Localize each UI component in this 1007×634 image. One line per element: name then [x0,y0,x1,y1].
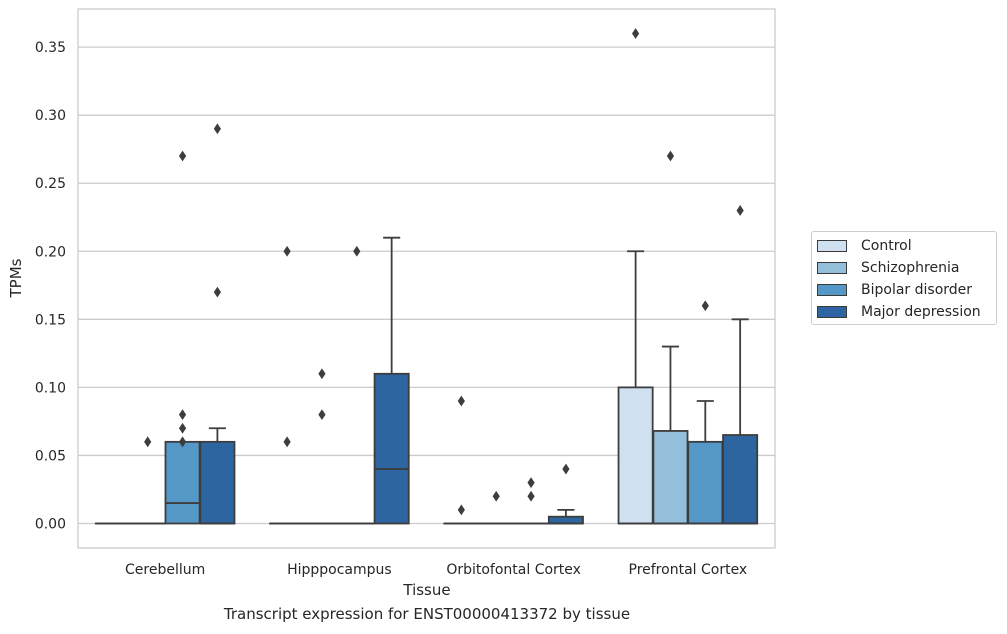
legend-label-bipolar-disorder: Bipolar disorder [861,282,973,298]
x-tick-label-cerebellum: Cerebellum [125,562,205,578]
x-tick-label-prefrontal-cortex: Prefrontal Cortex [629,562,748,578]
box-hipppocampus-bipolar-disorder-outlier-0 [353,245,361,257]
box-hipppocampus-schizophrenia-outlier-0 [318,409,326,421]
box-orbitofontal-cortex-bipolar-disorder-outlier-1 [527,477,535,489]
y-tick-label-7: 0.35 [35,40,66,56]
box-prefrontal-cortex-major-depression-outlier-0 [736,205,744,216]
box-orbitofontal-cortex-major-depression-outlier-0 [562,463,570,475]
legend-item-control: Control [817,236,912,256]
box-prefrontal-cortex-control [617,386,654,525]
box-prefrontal-cortex-control-outlier-0 [632,28,640,39]
box-orbitofontal-cortex-major-depression [547,515,584,525]
box-cerebellum-bipolar-disorder-outlier-1 [178,422,187,434]
y-tick-label-5: 0.25 [35,176,66,192]
box-prefrontal-cortex-major-depression [722,434,759,525]
plot-area-frame [77,8,776,549]
box-hipppocampus-schizophrenia-outlier-1 [318,368,326,380]
box-cerebellum-major-depression [199,440,236,525]
legend-label-schizophrenia: Schizophrenia [861,260,960,276]
y-tick-label-1: 0.05 [35,448,66,464]
legend-label-control: Control [861,238,912,254]
y-tick-label-0: 0.00 [35,517,66,533]
box-prefrontal-cortex-bipolar-disorder-outlier-0 [701,300,709,312]
y-tick-label-2: 0.10 [35,380,66,396]
x-tick-label-hipppocampus: Hipppocampus [287,562,392,578]
y-tick-label-6: 0.30 [35,108,66,124]
legend-swatch-schizophrenia [817,262,847,274]
legend: Control Schizophrenia Bipolar disorder M… [811,231,997,325]
legend-swatch-major-depression [817,306,847,318]
y-axis-label: TPMs [7,258,25,298]
boxes-layer [94,28,759,525]
x-tick-label-orbitofontal-cortex: Orbitofontal Cortex [446,562,581,578]
legend-item-bipolar-disorder: Bipolar disorder [817,280,972,300]
box-cerebellum-schizophrenia-outlier-0 [144,436,152,448]
box-orbitofontal-cortex-control-outlier-1 [457,395,465,407]
y-tick-label-4: 0.20 [35,244,66,260]
box-orbitofontal-cortex-bipolar-disorder-outlier-0 [527,490,535,502]
legend-item-major-depression: Major depression [817,302,981,322]
box-orbitofontal-cortex-schizophrenia-outlier-0 [492,490,500,502]
legend-swatch-control [817,240,847,252]
figure-caption: Transcript expression for ENST0000041337… [223,605,631,623]
box-cerebellum-major-depression-outlier-0 [213,286,221,298]
legend-item-schizophrenia: Schizophrenia [817,258,959,278]
y-axis-ticks: 0.00 0.05 0.10 0.15 0.20 0.25 0.30 0.35 [35,40,66,532]
x-axis-label: Tissue [402,581,450,599]
box-cerebellum-bipolar-disorder [164,440,201,525]
y-tick-label-3: 0.15 [35,312,66,328]
box-hipppocampus-control-outlier-1 [283,245,291,257]
box-hipppocampus-control-outlier-0 [283,436,291,448]
x-axis-ticks: Cerebellum Hipppocampus Orbitofontal Corte… [125,562,747,578]
box-hipppocampus-major-depression [373,372,410,525]
box-orbitofontal-cortex-control-outlier-0 [457,504,465,516]
box-cerebellum-bipolar-disorder-outlier-0 [178,436,187,448]
box-cerebellum-major-depression-outlier-1 [213,123,221,135]
legend-label-major-depression: Major depression [861,304,981,320]
box-cerebellum-bipolar-disorder-outlier-2 [178,409,187,421]
box-prefrontal-cortex-schizophrenia [652,430,689,525]
box-prefrontal-cortex-schizophrenia-outlier-0 [666,150,675,162]
legend-swatch-bipolar-disorder [817,284,847,296]
box-cerebellum-bipolar-disorder-outlier-3 [178,150,187,162]
box-prefrontal-cortex-bipolar-disorder [687,440,724,525]
